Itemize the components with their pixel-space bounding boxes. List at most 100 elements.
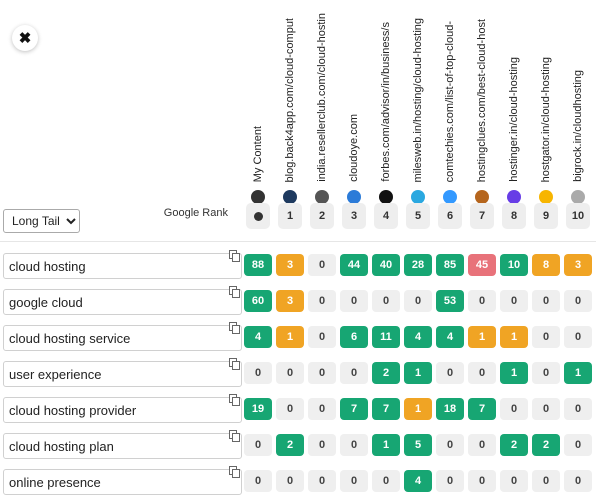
column-header-2[interactable]: india.resellerclub.com/cloud-hostin xyxy=(313,8,331,204)
count-cell: 0 xyxy=(244,470,272,492)
count-cell: 0 xyxy=(276,398,304,420)
column-header-8[interactable]: hostinger.in/cloud-hosting xyxy=(505,8,523,204)
column-header-9[interactable]: hostgator.in/cloud-hosting xyxy=(537,8,555,204)
count-cell: 0 xyxy=(564,470,592,492)
my-content-rank-icon xyxy=(246,203,270,229)
count-cell: 1 xyxy=(564,362,592,384)
copy-icon[interactable] xyxy=(229,358,240,370)
count-cell: 10 xyxy=(500,254,528,276)
rank-pill-1: 1 xyxy=(278,203,302,229)
count-cell: 0 xyxy=(308,434,336,456)
keyword-text: user experience xyxy=(9,367,102,382)
keyword-text: cloud hosting plan xyxy=(9,439,114,454)
count-cell: 45 xyxy=(468,254,496,276)
rank-pill-4: 4 xyxy=(374,203,398,229)
column-header-6[interactable]: comtechies.com/list-of-top-cloud- xyxy=(441,8,459,204)
keyword-field[interactable]: cloud hosting provider xyxy=(3,394,242,423)
count-cell: 0 xyxy=(500,470,528,492)
count-cell: 0 xyxy=(436,362,464,384)
close-button[interactable]: ✖ xyxy=(12,25,38,51)
copy-icon[interactable] xyxy=(229,466,240,478)
keyword-field[interactable]: online presence xyxy=(3,466,242,495)
count-cell: 0 xyxy=(436,470,464,492)
column-header-label: My Content xyxy=(252,125,264,182)
count-cell: 0 xyxy=(244,362,272,384)
count-cell: 0 xyxy=(340,434,368,456)
count-cell: 0 xyxy=(532,362,560,384)
count-cell: 0 xyxy=(468,362,496,384)
count-cell: 0 xyxy=(404,290,432,312)
header-divider xyxy=(0,241,596,242)
count-cell: 3 xyxy=(564,254,592,276)
user-dot-icon xyxy=(251,190,265,204)
count-cell: 0 xyxy=(340,362,368,384)
count-cell: 0 xyxy=(308,398,336,420)
count-cell: 0 xyxy=(244,434,272,456)
copy-icon[interactable] xyxy=(229,286,240,298)
count-cell: 7 xyxy=(340,398,368,420)
column-header-4[interactable]: forbes.com/advisor/in/business/s xyxy=(377,8,395,204)
comtechies-icon xyxy=(443,190,457,204)
keyword-field[interactable]: cloud hosting xyxy=(3,250,242,279)
column-header-label: milesweb.in/hosting/cloud-hosting xyxy=(412,17,424,182)
column-header-5[interactable]: milesweb.in/hosting/cloud-hosting xyxy=(409,8,427,204)
count-cell: 60 xyxy=(244,290,272,312)
column-header-label: comtechies.com/list-of-top-cloud- xyxy=(444,20,456,182)
count-cell: 40 xyxy=(372,254,400,276)
count-cell: 0 xyxy=(372,290,400,312)
column-header-7[interactable]: hostingclues.com/best-cloud-host xyxy=(473,8,491,204)
rank-pill-8: 8 xyxy=(502,203,526,229)
google-rank-label: Google Rank xyxy=(163,207,228,219)
rank-pill-7: 7 xyxy=(470,203,494,229)
count-cell: 0 xyxy=(468,434,496,456)
rank-pill-2: 2 xyxy=(310,203,334,229)
count-cell: 0 xyxy=(276,362,304,384)
keyword-text: online presence xyxy=(9,475,101,490)
forbes-icon xyxy=(379,190,393,204)
back4app-icon xyxy=(283,190,297,204)
column-header-3[interactable]: cloudoye.com xyxy=(345,8,363,204)
count-cell: 0 xyxy=(564,326,592,348)
count-cell: 0 xyxy=(564,398,592,420)
column-header-label: blog.back4app.com/cloud-comput xyxy=(284,17,296,182)
count-cell: 0 xyxy=(340,290,368,312)
keyword-field[interactable]: cloud hosting plan xyxy=(3,430,242,459)
count-cell: 0 xyxy=(468,290,496,312)
copy-icon[interactable] xyxy=(229,250,240,262)
keyword-field[interactable]: cloud hosting service xyxy=(3,322,242,351)
column-header-label: india.resellerclub.com/cloud-hostin xyxy=(316,13,328,182)
count-cell: 0 xyxy=(436,434,464,456)
count-cell: 0 xyxy=(340,470,368,492)
count-cell: 0 xyxy=(372,470,400,492)
bigrock-icon xyxy=(571,190,585,204)
count-cell: 53 xyxy=(436,290,464,312)
count-cell: 5 xyxy=(404,434,432,456)
count-cell: 7 xyxy=(468,398,496,420)
hostingclues-icon xyxy=(475,190,489,204)
copy-icon[interactable] xyxy=(229,394,240,406)
copy-icon[interactable] xyxy=(229,430,240,442)
keyword-field[interactable]: google cloud xyxy=(3,286,242,315)
column-header-1[interactable]: blog.back4app.com/cloud-comput xyxy=(281,8,299,204)
count-cell: 0 xyxy=(500,398,528,420)
count-cell: 2 xyxy=(372,362,400,384)
count-cell: 1 xyxy=(372,434,400,456)
count-cell: 0 xyxy=(308,470,336,492)
column-header-10[interactable]: bigrock.in/cloudhosting xyxy=(569,8,587,204)
cloudoye-icon xyxy=(347,190,361,204)
count-cell: 4 xyxy=(404,326,432,348)
count-cell: 0 xyxy=(564,290,592,312)
count-cell: 88 xyxy=(244,254,272,276)
keyword-text: google cloud xyxy=(9,295,83,310)
column-header-0[interactable]: My Content xyxy=(249,8,267,204)
count-cell: 4 xyxy=(404,470,432,492)
keyword-mode-select[interactable]: Long Tail xyxy=(3,209,80,233)
keyword-text: cloud hosting service xyxy=(9,331,131,346)
keyword-field[interactable]: user experience xyxy=(3,358,242,387)
column-header-label: hostgator.in/cloud-hosting xyxy=(540,56,552,182)
keyword-text: cloud hosting provider xyxy=(9,403,137,418)
count-cell: 1 xyxy=(468,326,496,348)
count-cell: 1 xyxy=(276,326,304,348)
rank-pill-3: 3 xyxy=(342,203,366,229)
copy-icon[interactable] xyxy=(229,322,240,334)
